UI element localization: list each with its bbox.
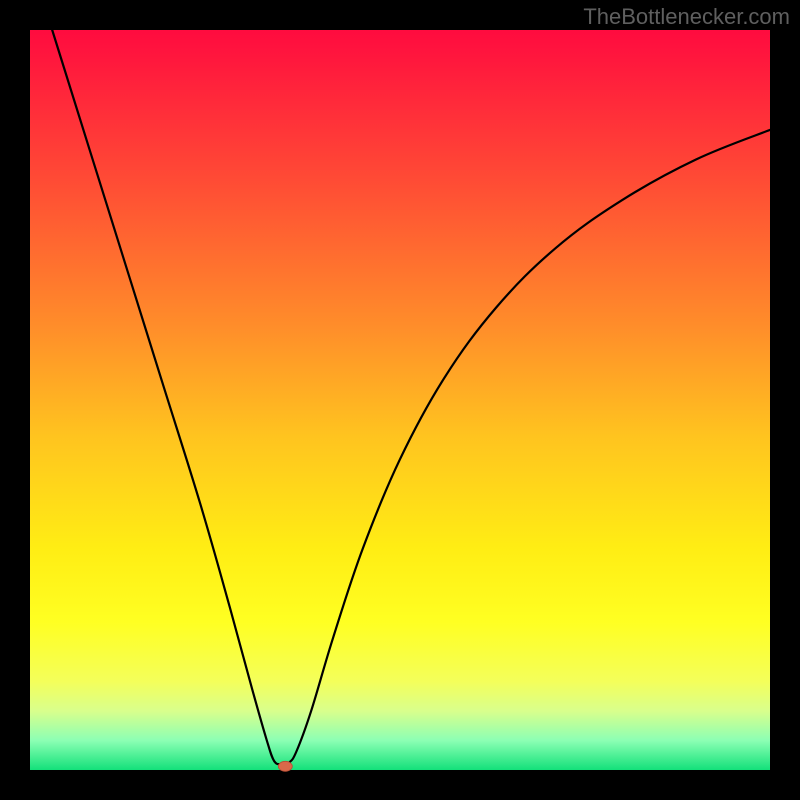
optimal-marker [278,761,292,771]
plot-background [30,30,770,770]
watermark-text: TheBottlenecker.com [583,4,790,30]
bottleneck-chart [0,0,800,800]
chart-container: TheBottlenecker.com [0,0,800,800]
